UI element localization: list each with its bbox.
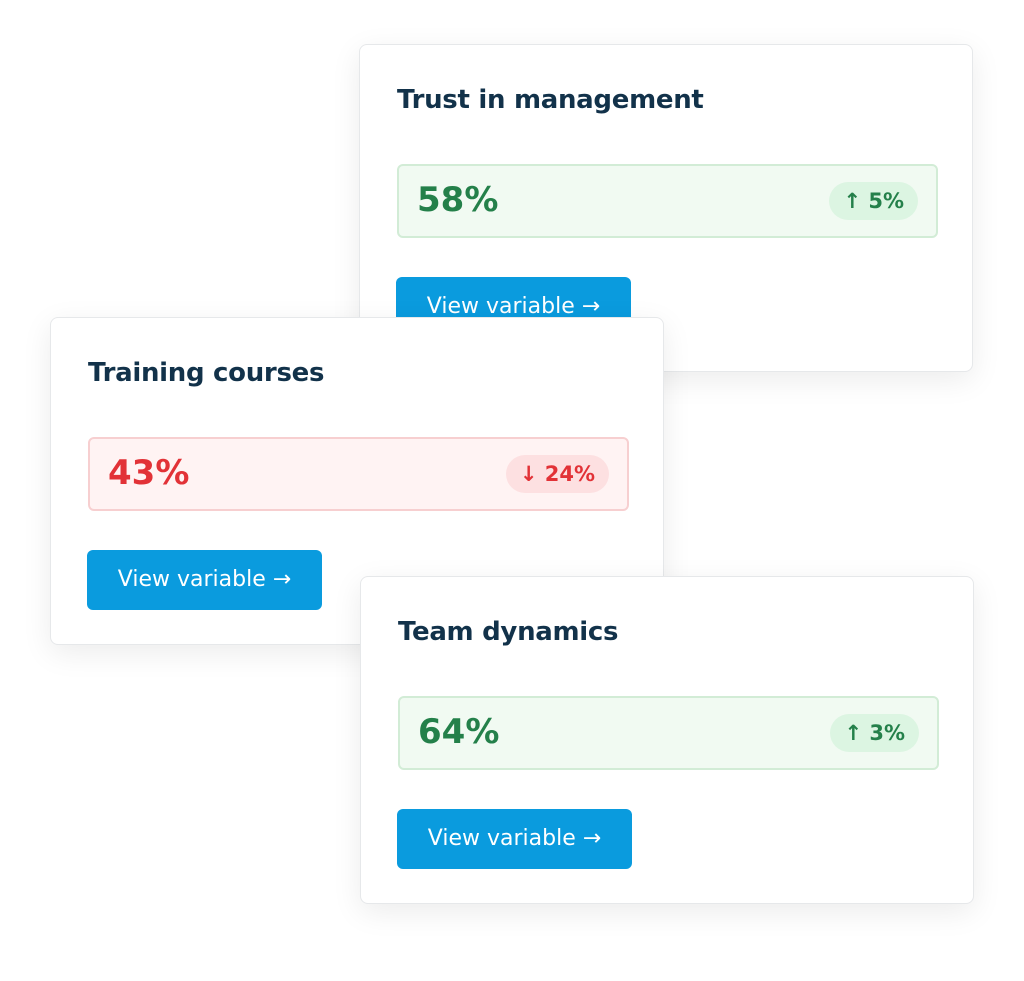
change-badge: ↓ 24% [505,455,609,493]
change-badge: ↑ 5% [829,182,918,220]
card-title: Team dynamics [398,617,619,647]
card-title: Trust in management [397,85,704,115]
view-button[interactable]: View variable → [87,550,322,610]
value-box: 43% ↓ 24% [88,437,629,511]
card-title: Training courses [88,358,325,388]
view-button[interactable]: View variable → [397,809,632,869]
value-box: 64% ↑ 3% [398,696,939,770]
change-badge: ↑ 3% [830,714,919,752]
metric-value: 64% [418,712,500,752]
metric-card: Team dynamics 64% ↑ 3% View variable → [360,576,974,904]
metric-value: 43% [108,453,190,493]
metric-value: 58% [417,180,499,220]
value-box: 58% ↑ 5% [397,164,938,238]
